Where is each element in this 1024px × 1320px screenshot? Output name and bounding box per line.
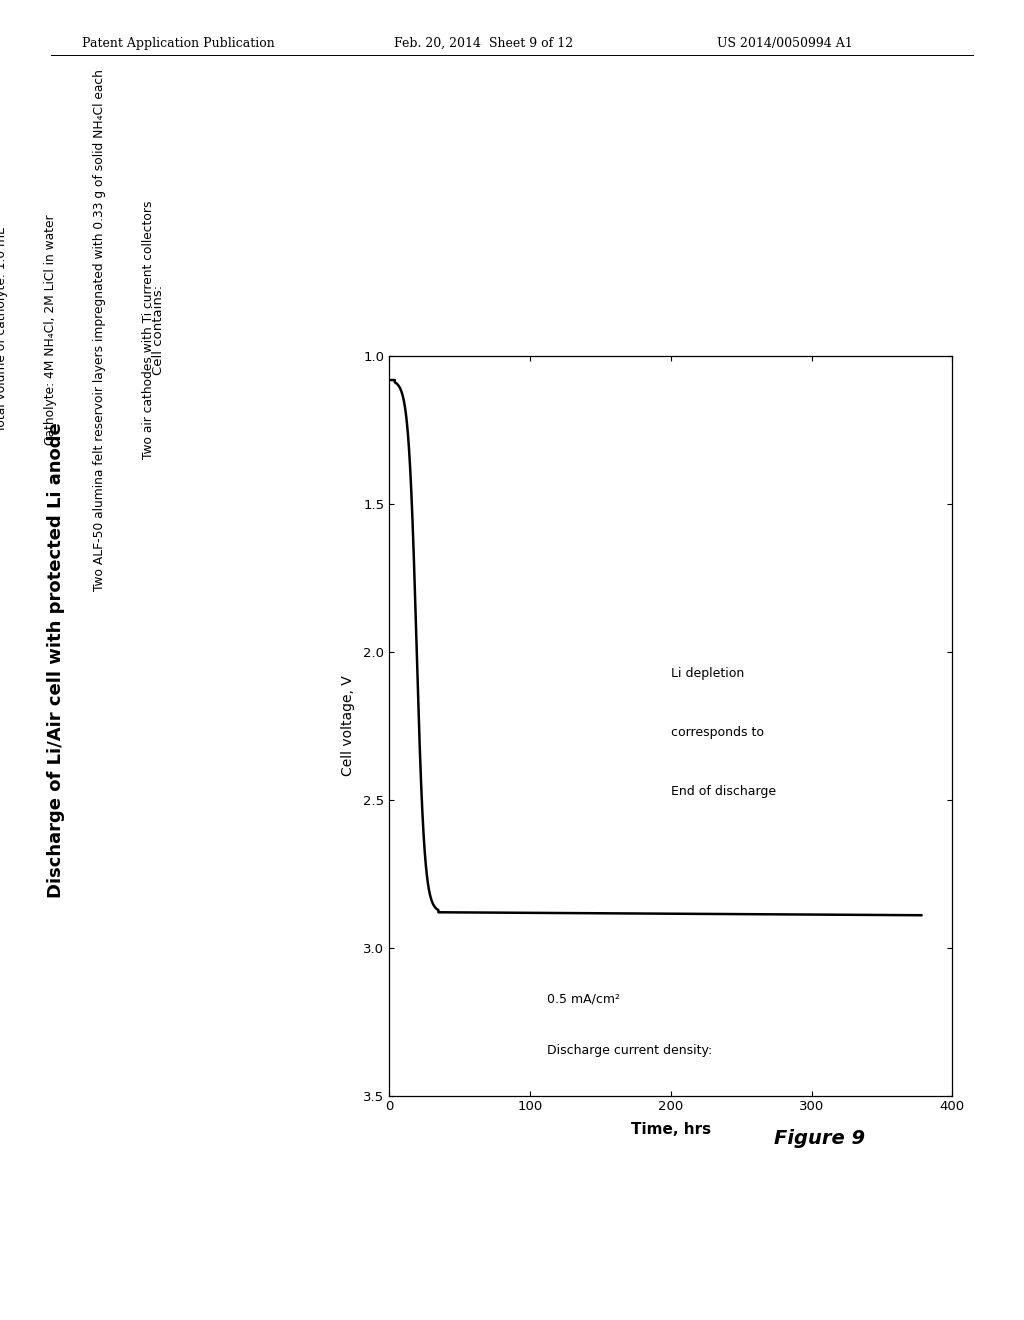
Text: Discharge current density:: Discharge current density: [547, 1044, 712, 1057]
Text: Figure 9: Figure 9 [774, 1129, 864, 1147]
Y-axis label: Cell voltage, V: Cell voltage, V [341, 676, 354, 776]
Text: Catholyte: 4M NH₄Cl, 2M LiCl in water: Catholyte: 4M NH₄Cl, 2M LiCl in water [44, 215, 56, 445]
Text: Discharge of Li/Air cell with protected Li anode: Discharge of Li/Air cell with protected … [47, 422, 66, 898]
Text: Total volume of catholyte: 1.0 mL: Total volume of catholyte: 1.0 mL [0, 227, 7, 433]
Text: Two air cathodes with Ti current collectors: Two air cathodes with Ti current collect… [142, 201, 155, 459]
Text: Li depletion: Li depletion [671, 667, 744, 680]
Text: 0.5 mA/cm²: 0.5 mA/cm² [547, 993, 620, 1005]
Text: Feb. 20, 2014  Sheet 9 of 12: Feb. 20, 2014 Sheet 9 of 12 [394, 37, 573, 50]
Text: Two ALF-50 alumina felt reservoir layers impregnated with 0.33 g of solid NH₄Cl : Two ALF-50 alumina felt reservoir layers… [93, 69, 105, 591]
Text: corresponds to: corresponds to [671, 726, 764, 739]
Text: End of discharge: End of discharge [671, 785, 776, 799]
Text: Patent Application Publication: Patent Application Publication [82, 37, 274, 50]
Text: Cell contains:: Cell contains: [153, 285, 165, 375]
X-axis label: Time, hrs: Time, hrs [631, 1122, 711, 1137]
Text: US 2014/0050994 A1: US 2014/0050994 A1 [717, 37, 853, 50]
